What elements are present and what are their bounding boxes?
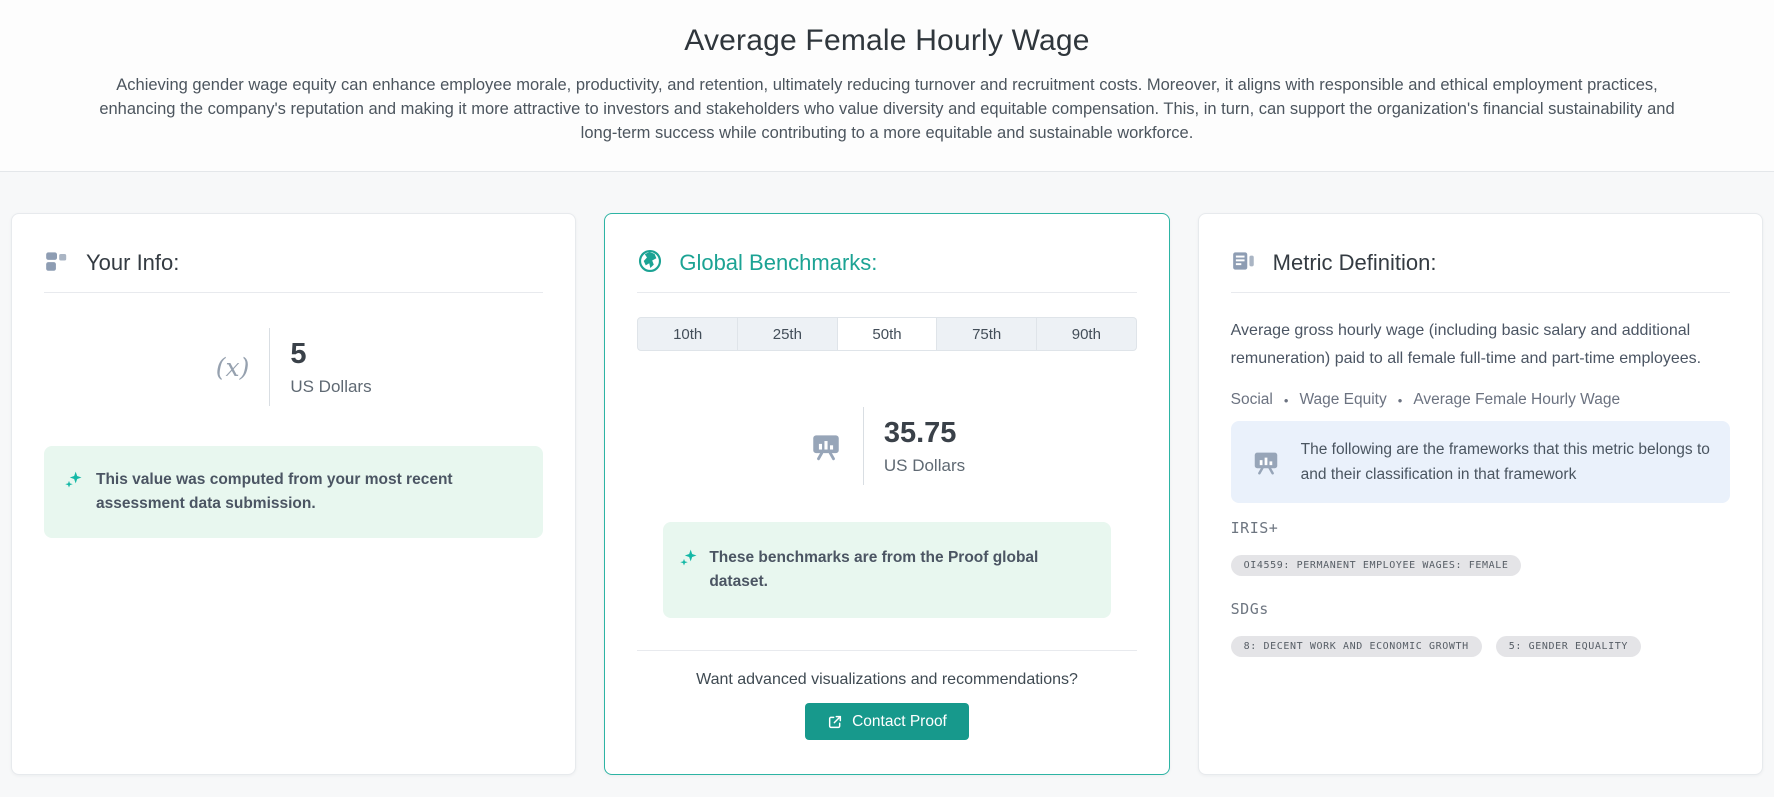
your-value-number: 5 [290, 337, 307, 370]
sparkles-icon [679, 548, 699, 594]
vertical-divider [862, 407, 864, 485]
benchmarks-note: These benchmarks are from the Proof glob… [663, 522, 1111, 618]
your-value-unit: US Dollars [290, 376, 372, 396]
cta-button-wrap: Contact Proof [637, 703, 1136, 740]
breadcrumb-item-social: Social [1230, 391, 1273, 408]
external-link-icon [827, 714, 843, 730]
benchmarks-heading: Global Benchmarks: [679, 250, 878, 275]
your-info-card: Your Info: (x) 5 US Dollars This value w… [11, 213, 577, 775]
page-header: Average Female Hourly Wage Achieving gen… [0, 0, 1774, 172]
divider [637, 292, 1137, 293]
tab-75th[interactable]: 75th [937, 317, 1038, 351]
metric-definition-text: Average gross hourly wage (including bas… [1230, 322, 1702, 367]
iris-label: IRIS+ [1230, 519, 1279, 537]
chart-board-icon [809, 429, 863, 463]
modules-icon [44, 248, 70, 279]
iris-tags: OI4559: PERMANENT EMPLOYEE WAGES: FEMALE [1230, 555, 1730, 576]
divider [44, 292, 544, 293]
page-description: Achieving gender wage equity can enhance… [99, 76, 1675, 142]
benchmarks-card-header: Global Benchmarks: [637, 248, 1136, 278]
metric-definition-card: Metric Definition: Average gross hourly … [1197, 213, 1763, 775]
global-benchmarks-card: Global Benchmarks: 10th 25th 50th 75th 9… [604, 213, 1170, 775]
contact-proof-button-label: Contact Proof [852, 712, 947, 730]
frameworks-info-box: The following are the frameworks that th… [1230, 421, 1730, 503]
page-title: Average Female Hourly Wage [684, 24, 1090, 57]
breadcrumb-separator: • [1397, 392, 1403, 408]
metric-definition-heading: Metric Definition: [1272, 250, 1437, 275]
tab-90th[interactable]: 90th [1037, 317, 1137, 351]
your-info-card-header: Your Info: [44, 248, 543, 278]
breadcrumb-item-metric: Average Female Hourly Wage [1413, 391, 1621, 408]
cta-prompt: Want advanced visualizations and recomme… [696, 671, 1078, 688]
sdg-tag-5: 5: GENDER EQUALITY [1495, 636, 1641, 657]
contact-proof-button[interactable]: Contact Proof [805, 703, 969, 740]
vertical-divider [269, 328, 271, 406]
benchmark-value-row: 35.75 US Dollars [637, 406, 1136, 486]
frameworks-info-text: The following are the frameworks that th… [1300, 441, 1710, 483]
tab-25th[interactable]: 25th [738, 317, 838, 351]
percentile-tabs: 10th 25th 50th 75th 90th [637, 317, 1137, 351]
your-info-note-text: This value was computed from your most r… [96, 471, 453, 512]
document-icon [1231, 248, 1257, 279]
your-value: 5 US Dollars [270, 338, 371, 397]
metric-definition-card-header: Metric Definition: [1231, 248, 1730, 278]
benchmarks-note-text: These benchmarks are from the Proof glob… [709, 549, 1039, 590]
globe-icon [637, 248, 663, 279]
your-info-heading: Your Info: [86, 250, 180, 275]
benchmark-value-unit: US Dollars [883, 455, 966, 475]
benchmark-value: 35.75 US Dollars [864, 417, 965, 476]
breadcrumb: Social • Wage Equity • Average Female Ho… [1231, 391, 1730, 409]
your-info-note: This value was computed from your most r… [44, 446, 544, 538]
sdg-tags: 8: DECENT WORK AND ECONOMIC GROWTH 5: GE… [1230, 636, 1730, 657]
breadcrumb-separator: • [1283, 392, 1289, 408]
iris-tag: OI4559: PERMANENT EMPLOYEE WAGES: FEMALE [1230, 555, 1522, 576]
your-value-row: (x) 5 US Dollars [44, 327, 543, 407]
divider [637, 650, 1137, 651]
sdg-tag-8: 8: DECENT WORK AND ECONOMIC GROWTH [1230, 636, 1482, 657]
tab-50th[interactable]: 50th [837, 317, 938, 351]
sparkles-icon [64, 470, 84, 516]
tab-10th[interactable]: 10th [637, 317, 738, 351]
benchmark-value-number: 35.75 [883, 416, 957, 449]
divider [1230, 292, 1730, 293]
breadcrumb-item-wage-equity: Wage Equity [1299, 391, 1387, 408]
cards-row: Your Info: (x) 5 US Dollars This value w… [0, 172, 1774, 775]
math-x-icon: (x) [215, 352, 250, 382]
chart-board-icon [1251, 447, 1281, 477]
sdgs-label: SDGs [1230, 600, 1269, 618]
